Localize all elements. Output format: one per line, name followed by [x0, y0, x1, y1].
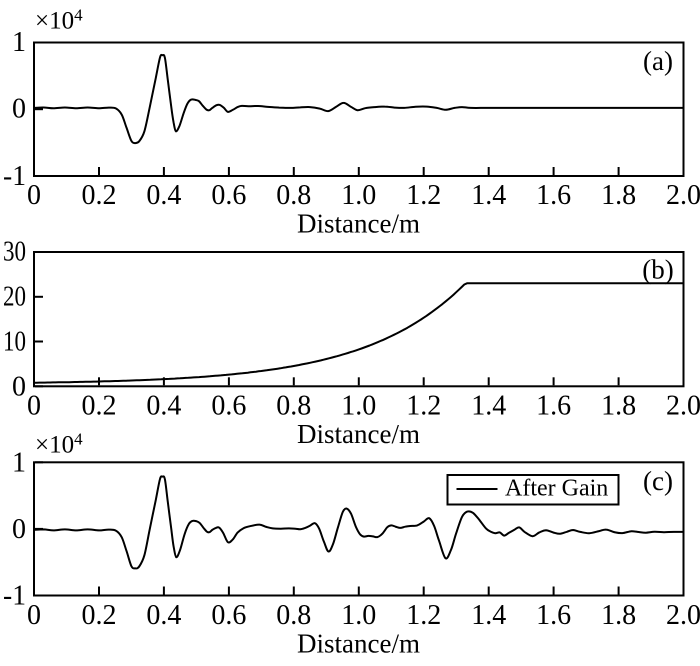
- svg-text:0.4: 0.4: [146, 180, 181, 211]
- svg-text:0: 0: [27, 180, 41, 211]
- svg-text:1.2: 1.2: [406, 180, 441, 211]
- svg-text:0.8: 0.8: [276, 600, 311, 631]
- svg-text:0.6: 0.6: [211, 180, 246, 211]
- svg-text:30: 30: [3, 237, 26, 268]
- svg-text:Distance/m: Distance/m: [297, 209, 420, 239]
- svg-text:1.8: 1.8: [601, 600, 636, 631]
- svg-text:(c): (c): [643, 466, 673, 496]
- svg-text:1.4: 1.4: [471, 180, 506, 211]
- svg-text:0.6: 0.6: [211, 391, 246, 422]
- svg-text:2.0: 2.0: [666, 180, 700, 211]
- svg-text:1.0: 1.0: [341, 600, 376, 631]
- svg-text:1.8: 1.8: [601, 180, 636, 211]
- svg-text:1.6: 1.6: [536, 391, 571, 422]
- svg-text:0: 0: [12, 93, 26, 124]
- svg-text:1.4: 1.4: [471, 600, 506, 631]
- svg-text:(b): (b): [642, 255, 673, 285]
- svg-text:After Gain: After Gain: [505, 476, 608, 502]
- svg-text:×104: ×104: [35, 430, 83, 459]
- svg-text:0: 0: [27, 391, 41, 422]
- svg-text:-1: -1: [3, 161, 26, 192]
- svg-text:0.2: 0.2: [82, 600, 117, 631]
- svg-text:0: 0: [27, 600, 41, 631]
- svg-text:(a): (a): [643, 46, 673, 76]
- svg-text:0.8: 0.8: [276, 391, 311, 422]
- svg-text:1: 1: [12, 448, 26, 479]
- svg-text:2.0: 2.0: [666, 391, 700, 422]
- svg-text:0.2: 0.2: [82, 391, 117, 422]
- svg-text:1.4: 1.4: [471, 391, 506, 422]
- svg-text:1: 1: [12, 27, 26, 58]
- svg-text:0.8: 0.8: [276, 180, 311, 211]
- svg-text:0: 0: [12, 514, 26, 545]
- svg-text:0: 0: [12, 372, 26, 403]
- svg-text:Distance/m: Distance/m: [297, 419, 420, 449]
- svg-text:10: 10: [3, 327, 26, 358]
- svg-text:1.2: 1.2: [406, 391, 441, 422]
- svg-text:0.4: 0.4: [146, 391, 181, 422]
- svg-text:0.2: 0.2: [82, 180, 117, 211]
- svg-text:20: 20: [3, 282, 26, 313]
- svg-text:Distance/m: Distance/m: [297, 629, 420, 659]
- svg-text:0.4: 0.4: [146, 600, 181, 631]
- svg-text:1.6: 1.6: [536, 600, 571, 631]
- svg-text:0.6: 0.6: [211, 600, 246, 631]
- svg-text:2.0: 2.0: [666, 600, 700, 631]
- svg-text:1.8: 1.8: [601, 391, 636, 422]
- svg-text:1.6: 1.6: [536, 180, 571, 211]
- svg-text:1.0: 1.0: [341, 391, 376, 422]
- svg-text:1.0: 1.0: [341, 180, 376, 211]
- svg-text:-1: -1: [3, 581, 26, 612]
- svg-text:1.2: 1.2: [406, 600, 441, 631]
